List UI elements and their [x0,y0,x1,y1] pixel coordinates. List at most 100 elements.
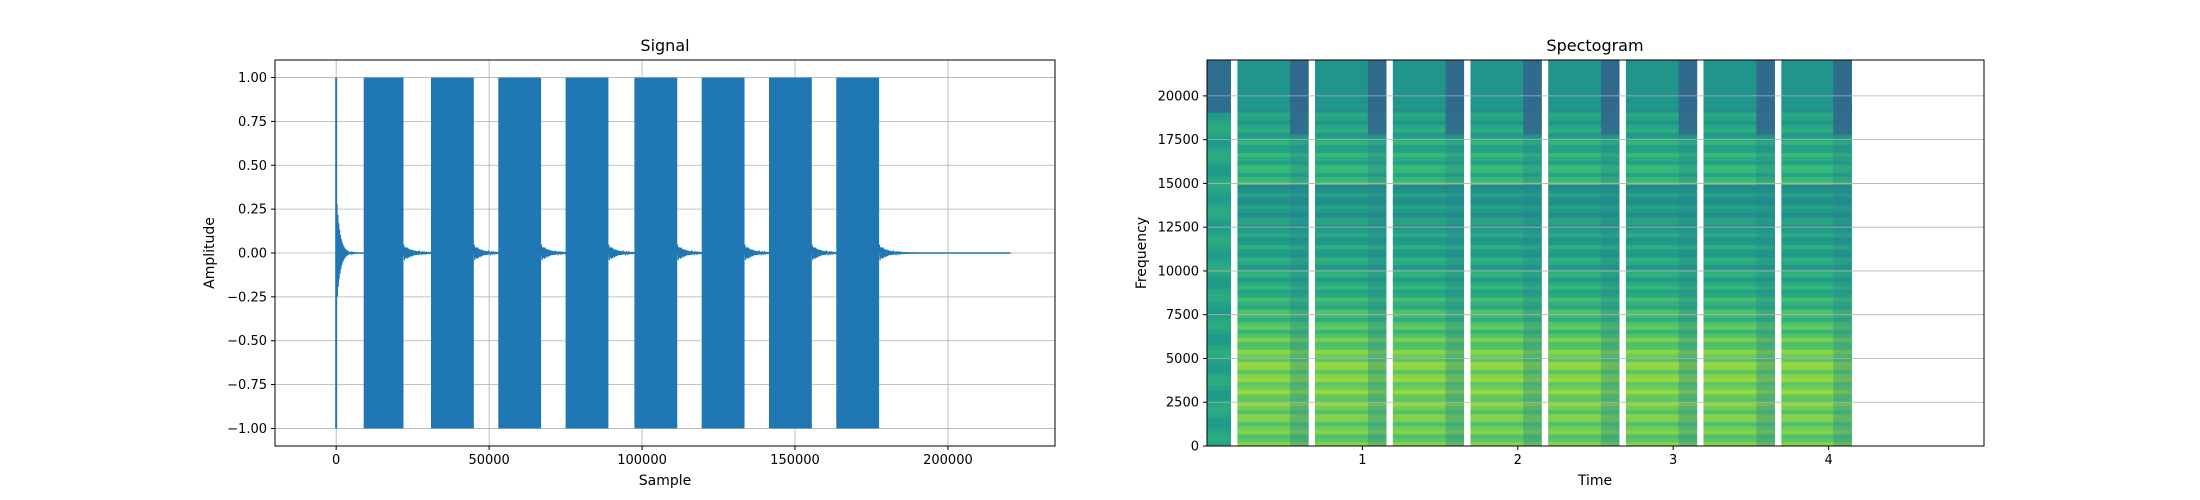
spectrogram-cell [1625,301,1698,306]
spectrogram-cell [1392,196,1465,202]
spectrogram-cell [1470,437,1542,443]
spectrogram-cell [1781,357,1852,362]
spectrogram-cell [1625,128,1698,133]
spectrogram-cell [1625,425,1698,431]
spectrogram-cell [1470,397,1542,403]
spectrogram-cell [1237,100,1309,105]
spectrogram-cell [1237,289,1309,294]
spectrogram-cell [1392,144,1465,149]
spectrogram-cell [1781,377,1852,383]
spectrogram-grid [1207,95,1984,403]
spectrogram-cell [1703,112,1775,117]
spectrogram-cell [1703,160,1775,165]
spectrogram-cell [1781,417,1852,423]
spectrogram-cell [1470,441,1542,446]
spectrogram-cell [1237,313,1309,318]
spectrogram-cell [1703,253,1775,258]
spectrogram-cell [1781,200,1852,206]
spectrogram-cell [1703,176,1775,182]
spectrogram-cell [1548,317,1620,322]
spectrogram-cell [1392,156,1465,161]
spectrogram-gap [1619,60,1626,446]
spectrogram-cell [1470,313,1542,318]
spectrogram-cell [1237,417,1309,423]
signal-burst [634,77,678,429]
spectrogram-cell [1703,337,1775,342]
spectrogram-cell [1207,293,1232,298]
spectrogram-decay-shade [1600,134,1620,446]
spectrogram-cell [1781,389,1852,395]
spectrogram-ticks: 1 2 3 4 0 2500 5000 7500 10000 12500 15000 17500 200… [1158,89,1833,468]
spectrogram-cell [1625,337,1698,342]
spectrogram-cell [1207,96,1232,101]
spectrogram-cell [1315,124,1387,129]
spectrogram-cell [1470,305,1542,310]
spectrogram-cell [1315,425,1387,431]
spectrogram-cell [1315,100,1387,105]
spectrogram-cell [1207,104,1232,109]
spectrogram-cell [1625,152,1698,157]
spectrogram-cell [1548,204,1620,210]
spectrogram-cell [1470,216,1542,222]
spectrogram-gap [1386,60,1393,446]
spectrogram-cell [1207,248,1232,254]
spectrogram-cell [1237,373,1309,379]
spectrogram-cell [1207,188,1232,194]
spectrogram-cell [1237,88,1309,93]
spectrogram-cell [1703,152,1775,157]
spectrogram-cell [1781,273,1852,278]
spectrogram-cell [1207,401,1232,407]
spectrogram-cell [1315,156,1387,161]
spectrogram-cell [1392,369,1465,375]
spectrogram-cell [1781,405,1852,411]
spectrogram-cell [1237,397,1309,403]
spectrogram-cell [1237,192,1309,198]
spectrogram-cell [1548,305,1620,310]
spectrogram-cell [1237,180,1309,186]
spectrogram-cell [1781,337,1852,342]
spectrogram-cell [1625,389,1698,395]
spectrogram-cell [1470,377,1542,383]
spectrogram-cell [1625,228,1698,234]
spectrogram-cell [1781,333,1852,338]
spectrogram-cell [1625,100,1698,105]
spectrogram-cell [1470,277,1542,282]
spectrogram-cell [1237,76,1309,81]
spectrogram-cell [1548,293,1620,298]
spectrogram-cell [1781,429,1852,435]
spectrogram-cell [1315,200,1387,206]
spectrogram-cell [1625,253,1698,258]
spectrogram-cell [1781,325,1852,330]
spectrogram-cell [1703,433,1775,439]
spectrogram-cell [1315,333,1387,338]
spectrogram-cell [1703,220,1775,226]
spectrogram-cell [1548,369,1620,375]
spectrogram-cell [1548,212,1620,218]
spectrogram-cell [1207,152,1232,157]
spectrogram-cell [1470,429,1542,435]
spectrogram-cell [1392,329,1465,334]
spectrogram-cell [1237,441,1309,446]
spectrogram-cell [1781,116,1852,121]
spectrogram-cell [1703,289,1775,294]
spectrogram-cell [1548,60,1620,65]
spectrogram-cell [1703,393,1775,399]
spectrogram-cell [1470,413,1542,419]
spectrogram-cell [1703,401,1775,407]
spectrogram-cell [1703,389,1775,395]
spectrogram-decay-shade [1445,134,1465,446]
spectrogram-cell [1781,104,1852,109]
spectrogram-cell [1237,369,1309,375]
spectrogram-cell [1207,345,1232,350]
spectrogram-cell [1207,204,1232,210]
spectrogram-cell [1625,84,1698,89]
spectrogram-cell [1703,409,1775,415]
spectrogram-gap [1231,60,1238,446]
spectrogram-cell [1237,305,1309,310]
spectrogram-cell [1548,337,1620,342]
spectrogram-cell [1315,64,1387,69]
spectrogram-cell [1625,377,1698,383]
spectrogram-cell [1315,401,1387,407]
spectrogram-cell [1237,321,1309,326]
spectrogram-cell [1207,357,1232,362]
